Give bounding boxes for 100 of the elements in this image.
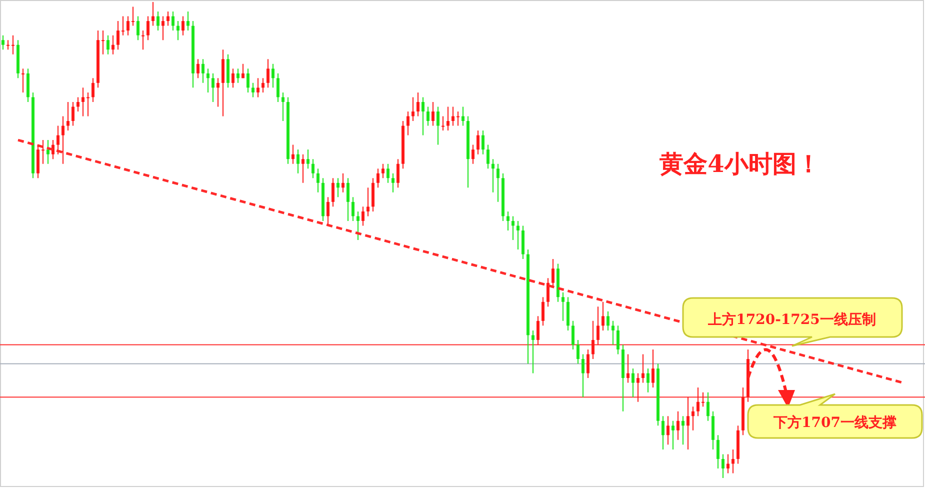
candlestick bbox=[636, 372, 640, 402]
candlestick bbox=[542, 296, 544, 326]
candlestick bbox=[152, 2, 154, 26]
candlestick bbox=[346, 178, 350, 222]
candlestick bbox=[282, 92, 284, 122]
candlestick bbox=[6, 40, 10, 50]
candlestick bbox=[72, 101, 74, 126]
candlestick bbox=[566, 296, 570, 331]
candlestick bbox=[256, 78, 260, 98]
candlestick bbox=[372, 178, 374, 212]
candlestick bbox=[226, 54, 230, 88]
candlestick bbox=[2, 34, 4, 50]
candlestick bbox=[166, 11, 170, 26]
candlestick bbox=[712, 410, 714, 450]
candlestick bbox=[512, 216, 514, 240]
candlestick bbox=[406, 110, 410, 136]
candlestick bbox=[136, 16, 140, 41]
candlestick bbox=[596, 306, 600, 346]
candlestick bbox=[392, 172, 394, 193]
candlestick bbox=[436, 106, 440, 146]
candlestick bbox=[426, 106, 430, 126]
candlestick bbox=[546, 278, 550, 308]
candlestick bbox=[182, 16, 184, 36]
candlestick bbox=[662, 416, 664, 450]
candlestick bbox=[242, 63, 244, 79]
candlestick bbox=[342, 172, 344, 193]
candlestick bbox=[486, 144, 490, 170]
candlestick bbox=[66, 101, 70, 132]
candlestick bbox=[142, 30, 144, 50]
candlestick bbox=[86, 92, 90, 117]
candlestick bbox=[312, 158, 314, 179]
candlestick bbox=[82, 87, 84, 117]
candlestick bbox=[216, 78, 220, 108]
candlestick bbox=[722, 454, 724, 478]
candlestick bbox=[652, 348, 654, 388]
candlestick bbox=[146, 16, 150, 41]
candlestick bbox=[12, 34, 14, 55]
candlestick bbox=[432, 101, 434, 126]
candlestick bbox=[176, 20, 180, 41]
candlestick bbox=[482, 130, 484, 155]
candlestick bbox=[582, 354, 584, 398]
candlestick bbox=[102, 30, 104, 55]
candlestick bbox=[262, 78, 264, 93]
candlestick bbox=[416, 92, 420, 117]
candlestick bbox=[326, 196, 330, 226]
candlestick bbox=[302, 154, 304, 184]
candlestick bbox=[112, 34, 114, 55]
candlestick bbox=[612, 320, 614, 346]
candlestick bbox=[336, 178, 340, 198]
candlestick bbox=[132, 6, 134, 26]
candlestick bbox=[62, 116, 64, 164]
candlestick bbox=[642, 354, 644, 384]
candlestick bbox=[386, 163, 390, 184]
candlestick bbox=[202, 58, 204, 84]
candlestick bbox=[692, 406, 694, 431]
candlestick bbox=[212, 72, 214, 102]
candlestick bbox=[92, 78, 94, 102]
candlestick bbox=[26, 68, 30, 102]
candlestick bbox=[76, 96, 80, 112]
candlestick bbox=[716, 434, 720, 469]
candlestick bbox=[606, 310, 610, 331]
candlestick bbox=[306, 149, 310, 170]
candlestick bbox=[452, 106, 454, 126]
candlestick bbox=[122, 16, 124, 36]
candlestick bbox=[506, 210, 510, 231]
candlestick bbox=[396, 158, 400, 188]
annotation: 上方1720-1725一线压制 bbox=[707, 311, 876, 328]
text: 黄金4小时图！ bbox=[658, 149, 820, 178]
candlestick bbox=[292, 144, 294, 164]
candlestick bbox=[252, 82, 254, 98]
candlestick bbox=[536, 316, 540, 346]
candlestick bbox=[276, 72, 280, 102]
candlestick bbox=[476, 130, 480, 155]
candlestick bbox=[382, 163, 384, 179]
candlestick bbox=[356, 210, 360, 240]
candlestick bbox=[646, 368, 650, 393]
candlestick bbox=[632, 368, 634, 398]
candlestick bbox=[442, 116, 444, 132]
candlestick bbox=[726, 454, 730, 474]
candlestick bbox=[446, 106, 450, 132]
candlestick bbox=[196, 58, 200, 79]
candlestick bbox=[666, 416, 670, 446]
candlestick bbox=[492, 158, 494, 193]
candlestick bbox=[616, 325, 620, 355]
candlestick bbox=[236, 68, 240, 84]
candlestick bbox=[126, 16, 130, 36]
candlestick bbox=[586, 348, 590, 379]
candlestick bbox=[206, 68, 210, 93]
candlestick bbox=[22, 68, 24, 93]
candlestick bbox=[472, 144, 474, 164]
candlestick bbox=[296, 149, 300, 174]
candlestick bbox=[162, 16, 164, 41]
candlestick bbox=[316, 168, 320, 193]
candlestick bbox=[422, 96, 424, 136]
candlestick bbox=[36, 144, 40, 179]
candlestick bbox=[366, 187, 370, 217]
candlestick bbox=[272, 63, 274, 88]
candlestick bbox=[156, 11, 160, 32]
candlestick bbox=[516, 220, 520, 250]
candlestick bbox=[266, 58, 270, 88]
